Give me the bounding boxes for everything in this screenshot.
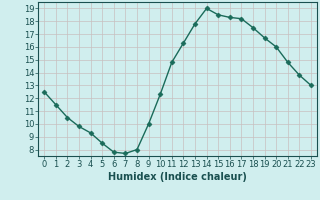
X-axis label: Humidex (Indice chaleur): Humidex (Indice chaleur) xyxy=(108,172,247,182)
